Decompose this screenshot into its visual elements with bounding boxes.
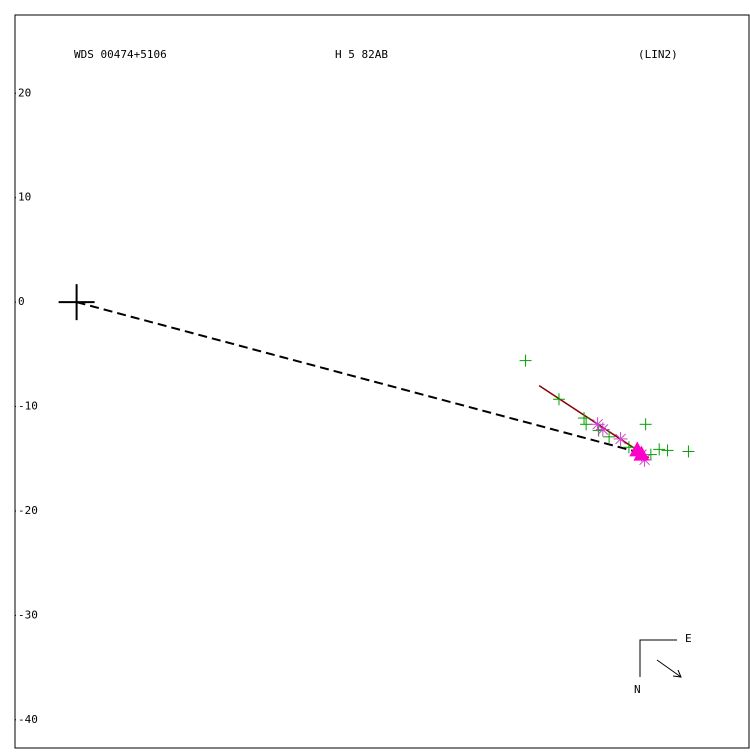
y-tick-label: 0: [18, 295, 25, 308]
plus-marker: [519, 354, 532, 367]
plus-marker: [661, 444, 674, 457]
stroke: [615, 433, 626, 445]
plus-marker: [653, 443, 666, 456]
dashed-line: [76, 301, 640, 454]
y-tick-label: -30: [18, 608, 38, 621]
frame: [14, 14, 750, 749]
plus-marker: [578, 412, 591, 425]
compass-east: E: [685, 632, 692, 645]
y-tick-label: 20: [18, 86, 31, 99]
plus-marker: [603, 430, 616, 443]
subtitle: H 5 82AB: [335, 48, 388, 61]
plus-marker: [639, 418, 652, 431]
plus-marker: [682, 445, 695, 458]
y-tick-label: -40: [18, 713, 38, 726]
plus-marker: [622, 441, 635, 454]
y-tick-label: -10: [18, 400, 38, 413]
annotation: (LIN2): [638, 48, 678, 61]
primary-marker: [58, 284, 95, 321]
plus-marker: [552, 393, 565, 406]
compass-north: N: [634, 683, 641, 696]
orbit-line: [538, 385, 650, 459]
triangle-marker: [633, 445, 650, 461]
asterisk-marker: [613, 431, 628, 446]
asterisk-marker: [595, 422, 610, 437]
compass: E N: [634, 632, 692, 696]
triangle: [633, 445, 650, 461]
y-tick-label: -20: [18, 504, 38, 517]
motion-arrow: [656, 659, 682, 678]
arrow-head: [672, 669, 682, 678]
stroke: [597, 424, 609, 435]
compass-axes: [639, 639, 677, 677]
chart-title: WDS 00474+5106: [74, 48, 167, 61]
plus-marker: [580, 418, 593, 431]
stroke: [592, 418, 603, 430]
y-tick-label: 10: [18, 191, 31, 204]
